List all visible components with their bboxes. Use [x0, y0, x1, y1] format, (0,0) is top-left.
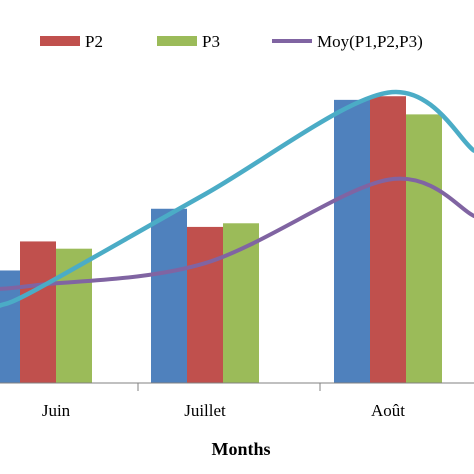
- x-tick-label: Août: [371, 401, 405, 420]
- legend: P2 P3 Moy(P1,P2,P3): [40, 32, 423, 51]
- bar-p3-2: [406, 114, 442, 383]
- line-moy: [0, 176, 474, 291]
- bar-p2-1: [187, 226, 223, 383]
- x-tick-label: Juin: [42, 401, 71, 420]
- bars: [0, 96, 442, 384]
- line-series-2: [0, 89, 474, 308]
- legend-label: P2: [85, 32, 103, 51]
- bar-p2-2: [370, 96, 406, 383]
- x-ticks: Juin Juillet Août: [42, 383, 405, 420]
- bar-series-1-1: [151, 208, 187, 383]
- bar-p2-0: [20, 241, 56, 383]
- legend-label: P3: [202, 32, 220, 51]
- legend-swatch: [40, 36, 80, 46]
- legend-swatch: [157, 36, 197, 46]
- x-tick-label: Juillet: [184, 401, 226, 420]
- lines: [0, 89, 474, 308]
- legend-label: Moy(P1,P2,P3): [317, 32, 423, 51]
- bar-series-1-2: [334, 99, 370, 384]
- x-axis-label: Months: [211, 439, 270, 459]
